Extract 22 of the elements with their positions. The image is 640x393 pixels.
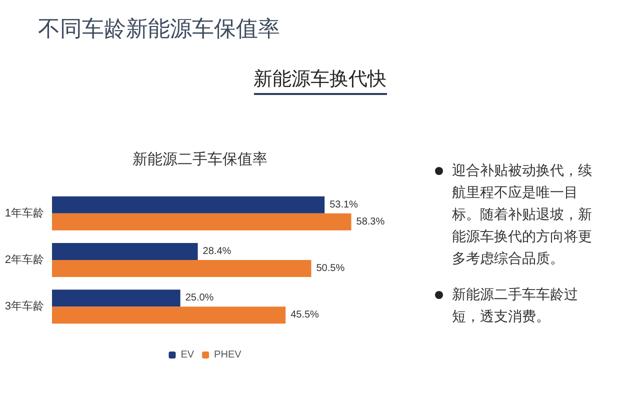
bar	[52, 213, 352, 230]
data-label: 25.0%	[185, 292, 214, 304]
text: 新能源二手车保值率	[132, 150, 268, 169]
legend-label: EV	[180, 350, 194, 360]
data-label: 50.5%	[316, 263, 345, 274]
bar	[52, 290, 180, 307]
bar	[52, 243, 198, 260]
data-label: 58.3%	[356, 216, 385, 228]
bar	[52, 306, 286, 324]
legend-label: PHEV	[214, 350, 242, 360]
data-label: 45.5%	[290, 310, 320, 321]
data-label: 53.1%	[330, 199, 358, 210]
text: 新能源二手车车龄过短，透支消费。	[452, 286, 579, 327]
text: 迎合补贴被动换代，续航里程不应是唯一目标。随着补贴退坡，新能源车换代的方向将更多考虑综合品质。	[452, 162, 593, 269]
y-tick-label: 1年车龄	[4, 206, 44, 220]
chart-title: 不同车龄新能源车保值率	[38, 16, 280, 44]
y-tick-label: 3年车龄	[4, 300, 44, 313]
y-tick-label: 2年车龄	[4, 253, 44, 266]
data-label: 28.4%	[202, 246, 232, 257]
bar	[52, 260, 312, 277]
bar	[52, 196, 325, 214]
chart-subtitle: 新能源车换代快	[254, 68, 386, 95]
